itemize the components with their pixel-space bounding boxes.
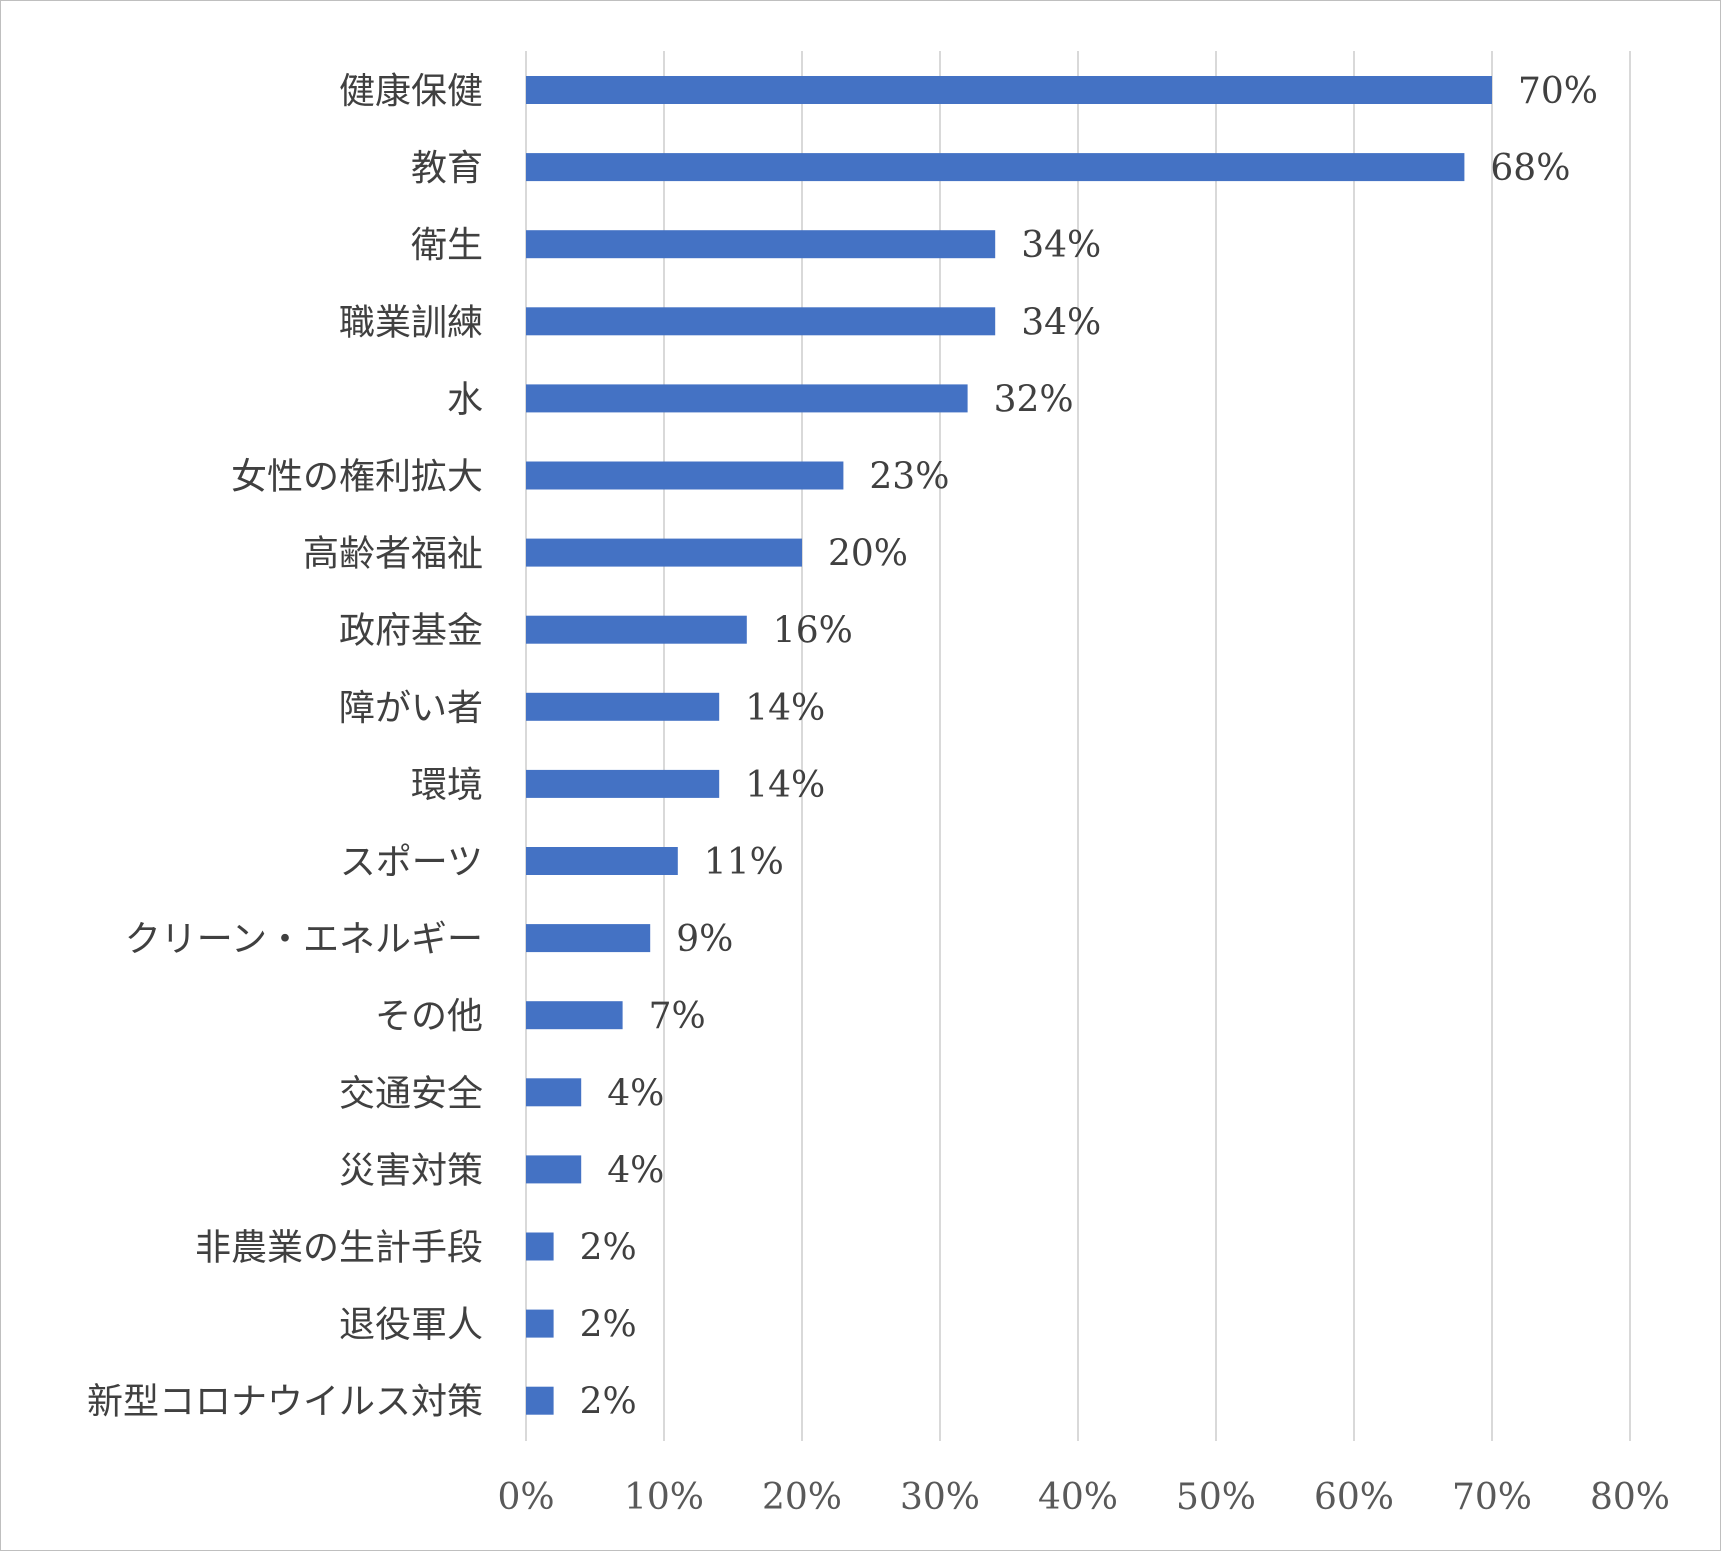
bar: [526, 1386, 554, 1415]
data-label: 7%: [649, 996, 706, 1037]
bar: [526, 1078, 582, 1107]
data-label: 2%: [580, 1305, 637, 1346]
value-labels: 70% 68% 34% 34% 32% 23% 20% 16% 14% 14% 11% 9% 7% 4% 4…: [580, 71, 1598, 1423]
x-tick-label: 60%: [1314, 1477, 1394, 1518]
x-tick-label: 70%: [1452, 1477, 1532, 1518]
category-label: 障がい者: [339, 688, 483, 729]
bars: [526, 76, 1492, 1415]
data-label: 14%: [745, 688, 825, 729]
category-label: 交通安全: [339, 1073, 483, 1114]
category-label: 職業訓練: [339, 302, 483, 343]
bar: [526, 1309, 554, 1338]
data-label: 14%: [745, 765, 825, 806]
category-label: 高齢者福祉: [303, 534, 483, 575]
data-label: 68%: [1490, 148, 1570, 189]
category-label: 非農業の生計手段: [195, 1228, 483, 1269]
x-tick-label: 80%: [1590, 1477, 1670, 1518]
bar: [526, 461, 844, 490]
bar: [526, 384, 968, 413]
data-label: 11%: [704, 842, 784, 883]
bar: [526, 230, 996, 259]
data-label: 23%: [869, 457, 949, 498]
category-label: スポーツ: [340, 842, 483, 883]
category-label: 退役軍人: [339, 1305, 483, 1346]
category-label: 災害対策: [339, 1150, 483, 1191]
category-label: 新型コロナウイルス対策: [87, 1382, 483, 1423]
bar: [526, 1155, 582, 1184]
category-label: その他: [375, 996, 483, 1037]
bar: [526, 538, 802, 567]
bar: [526, 615, 747, 644]
category-label: 政府基金: [339, 611, 483, 652]
data-label: 4%: [607, 1150, 664, 1191]
bar: [526, 924, 651, 953]
data-label: 2%: [580, 1228, 637, 1269]
data-label: 9%: [676, 919, 733, 960]
data-label: 20%: [828, 534, 908, 575]
category-label: 教育: [411, 148, 483, 189]
category-label: 水: [447, 379, 483, 420]
x-tick-label: 50%: [1176, 1477, 1256, 1518]
data-label: 34%: [1021, 225, 1101, 266]
x-tick-label: 20%: [762, 1477, 842, 1518]
category-label: 環境: [411, 765, 483, 806]
data-label: 34%: [1021, 302, 1101, 343]
x-tick-label: 40%: [1038, 1477, 1118, 1518]
category-label: 健康保健: [339, 71, 483, 112]
gridlines: [525, 51, 1631, 1441]
x-tick-label: 0%: [497, 1477, 554, 1518]
bar: [526, 307, 996, 336]
bar: [526, 692, 720, 721]
x-tick-label: 10%: [624, 1477, 704, 1518]
data-label: 16%: [773, 611, 853, 652]
bar: [526, 1232, 554, 1261]
x-tick-label: 30%: [900, 1477, 980, 1518]
bar: [526, 76, 1492, 104]
data-label: 4%: [607, 1073, 664, 1114]
bar: [526, 847, 678, 875]
category-label: 衛生: [411, 225, 483, 266]
x-axis-tick-labels: 0% 10% 20% 30% 40% 50% 60% 70% 80%: [497, 1477, 1670, 1518]
bar: [526, 153, 1465, 182]
category-label: 女性の権利拡大: [231, 457, 483, 498]
data-label: 70%: [1518, 71, 1598, 112]
bar: [526, 769, 720, 798]
category-label: クリーン・エネルギー: [125, 919, 483, 960]
data-label: 2%: [580, 1382, 637, 1423]
data-label: 32%: [994, 379, 1074, 420]
bar: [526, 1001, 623, 1030]
category-labels: 健康保健教育衛生職業訓練水女性の権利拡大高齢者福祉政府基金障がい者環境スポーツク…: [87, 71, 483, 1423]
